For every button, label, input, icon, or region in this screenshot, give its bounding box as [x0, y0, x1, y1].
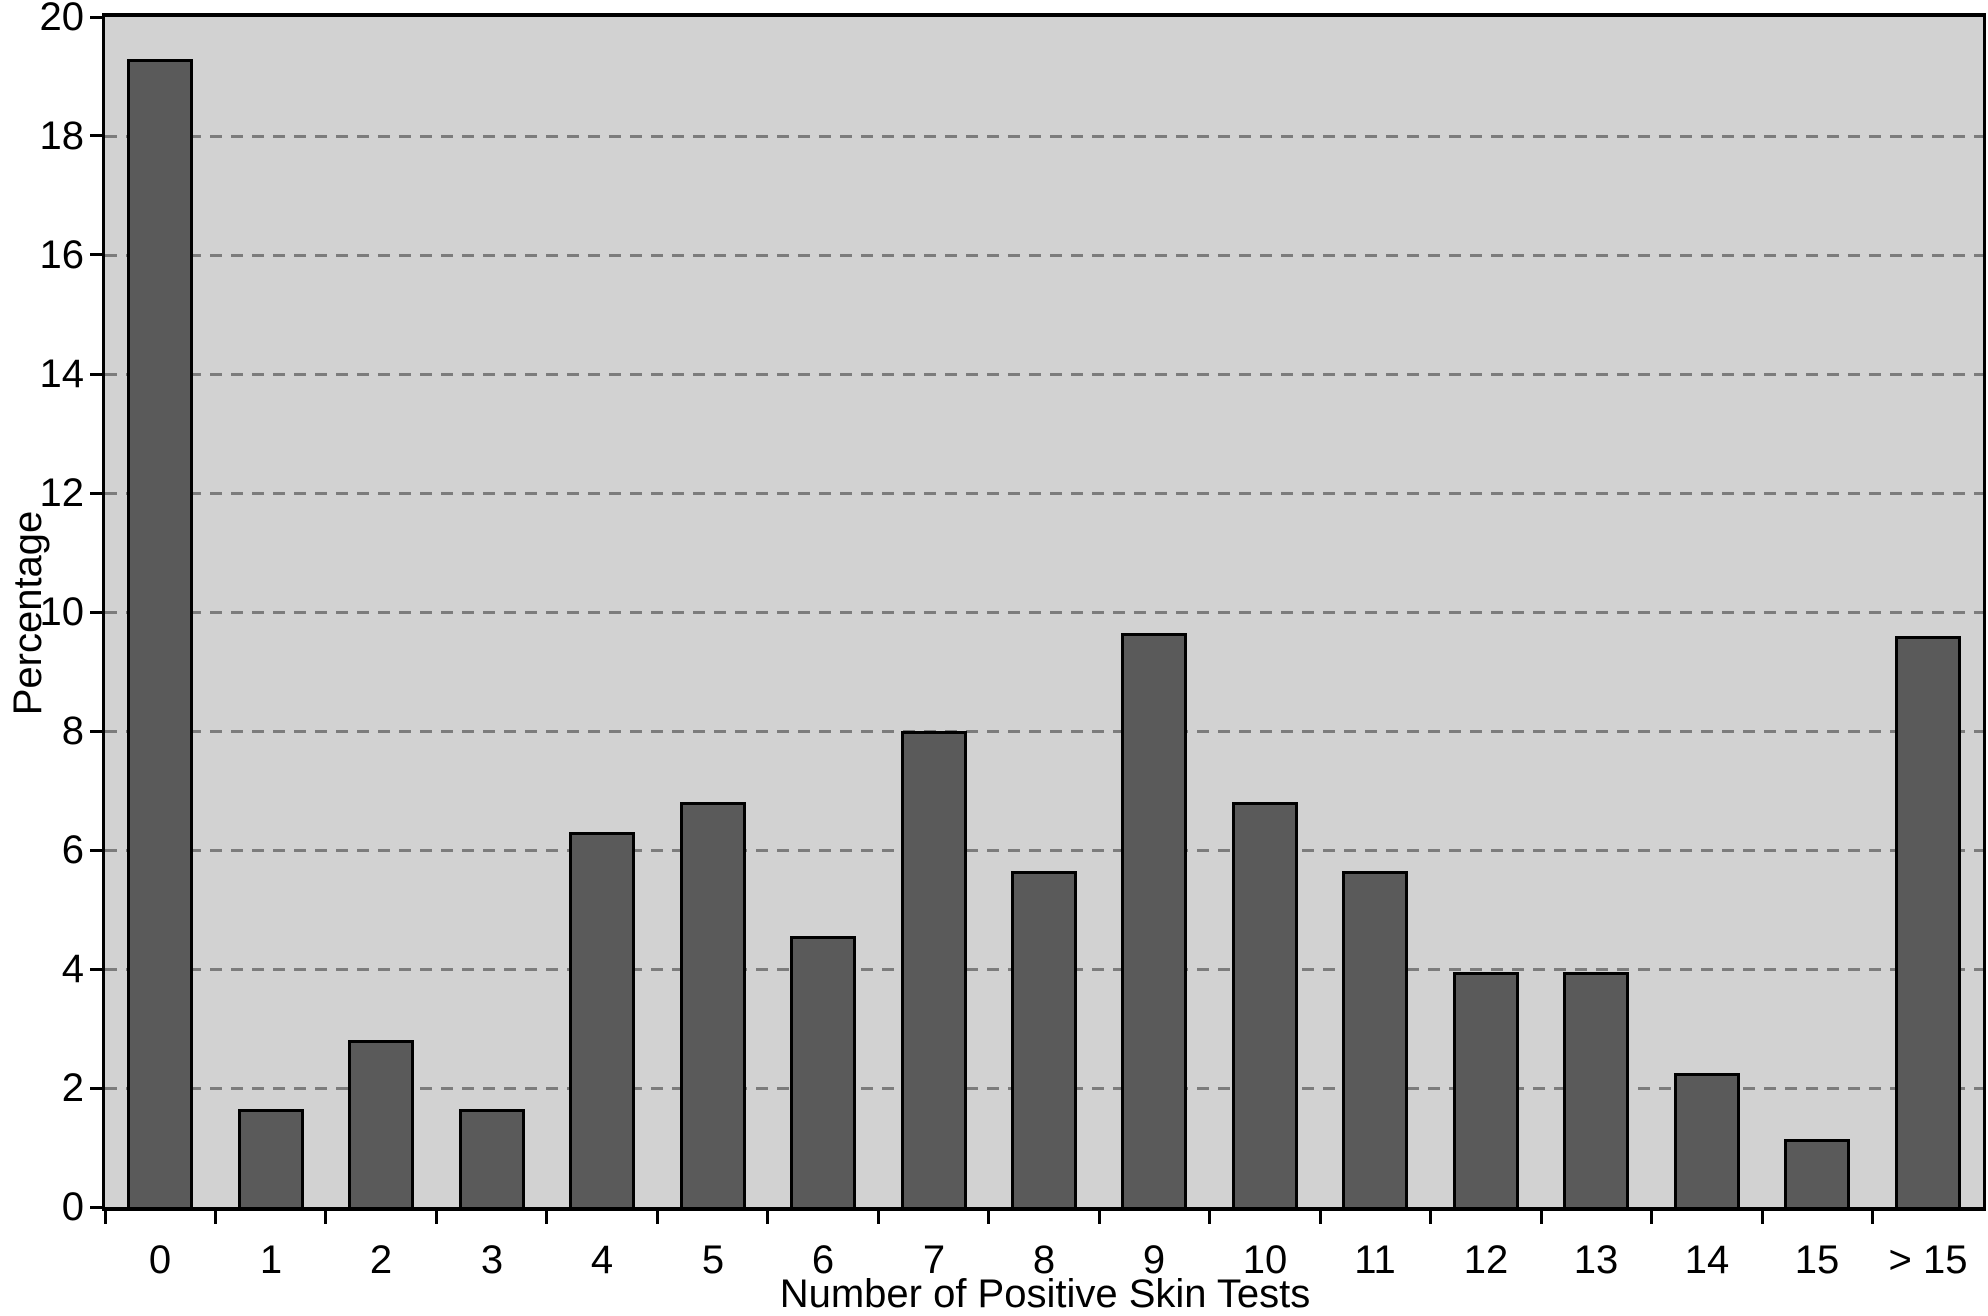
bar-3 — [459, 1109, 525, 1207]
y-tick-label-16: 16 — [39, 233, 85, 277]
y-axis-tick — [90, 373, 102, 376]
x-tick-label-14: 14 — [1684, 1238, 1730, 1282]
x-axis-tick — [435, 1211, 438, 1224]
x-axis-tick — [1098, 1211, 1101, 1224]
x-axis-tick — [1319, 1211, 1322, 1224]
x-tick-label->15: > 15 — [1888, 1238, 1968, 1282]
x-axis-tick — [766, 1211, 769, 1224]
y-axis-tick — [90, 968, 102, 971]
x-axis-tick — [214, 1211, 217, 1224]
bar-2 — [348, 1040, 414, 1207]
y-tick-label-2: 2 — [61, 1066, 84, 1110]
bar-0 — [127, 59, 193, 1207]
x-tick-label-9: 9 — [1142, 1238, 1166, 1282]
x-axis-tick — [987, 1211, 990, 1224]
y-axis-tick — [90, 730, 102, 733]
plot-area — [102, 13, 1986, 1211]
x-tick-label-2: 2 — [369, 1238, 393, 1282]
x-tick-label-11: 11 — [1354, 1238, 1396, 1282]
x-tick-label-7: 7 — [922, 1238, 946, 1282]
bar-13 — [1563, 972, 1629, 1207]
y-tick-label-12: 12 — [39, 471, 85, 515]
bar-7 — [901, 731, 967, 1207]
y-tick-label-0: 0 — [61, 1185, 84, 1229]
y-tick-label-20: 20 — [39, 0, 85, 39]
y-axis-tick — [90, 253, 102, 256]
y-axis-tick — [90, 849, 102, 852]
y-axis-tick — [90, 16, 102, 19]
x-tick-label-10: 10 — [1242, 1238, 1288, 1282]
gridline-8 — [105, 730, 1983, 733]
x-axis-tick — [656, 1211, 659, 1224]
x-tick-label-8: 8 — [1032, 1238, 1056, 1282]
bar-8 — [1011, 871, 1077, 1207]
bar->15 — [1895, 636, 1961, 1207]
x-axis-tick — [1761, 1211, 1764, 1224]
x-axis-tick — [1429, 1211, 1432, 1224]
bar-15 — [1784, 1139, 1850, 1207]
x-axis-tick — [545, 1211, 548, 1224]
y-axis-tick — [90, 492, 102, 495]
y-tick-label-14: 14 — [39, 352, 85, 396]
x-tick-label-12: 12 — [1463, 1238, 1509, 1282]
x-axis-tick — [1650, 1211, 1653, 1224]
y-tick-label-8: 8 — [61, 709, 84, 753]
x-axis-tick — [324, 1211, 327, 1224]
gridline-18 — [105, 135, 1983, 138]
bar-9 — [1121, 633, 1187, 1207]
bar-1 — [238, 1109, 304, 1207]
y-tick-label-10: 10 — [39, 590, 85, 634]
y-axis-tick — [90, 1087, 102, 1090]
x-tick-label-13: 13 — [1573, 1238, 1619, 1282]
y-tick-label-4: 4 — [61, 947, 84, 991]
x-tick-label-1: 1 — [259, 1238, 283, 1282]
bar-12 — [1453, 972, 1519, 1207]
bar-10 — [1232, 802, 1298, 1207]
x-axis-tick — [1540, 1211, 1543, 1224]
x-tick-label-15: 15 — [1794, 1238, 1840, 1282]
x-tick-label-4: 4 — [590, 1238, 614, 1282]
x-axis-tick — [1208, 1211, 1211, 1224]
x-axis-title: Number of Positive Skin Tests — [779, 1272, 1311, 1316]
gridline-16 — [105, 254, 1983, 257]
y-axis-tick — [90, 611, 102, 614]
bar-5 — [680, 802, 746, 1207]
bar-14 — [1674, 1073, 1740, 1207]
gridline-6 — [105, 849, 1983, 852]
y-tick-label-18: 18 — [39, 114, 85, 158]
x-tick-label-6: 6 — [811, 1238, 835, 1282]
x-axis-tick — [104, 1211, 107, 1224]
gridline-12 — [105, 492, 1983, 495]
bar-6 — [790, 936, 856, 1207]
x-tick-label-0: 0 — [148, 1238, 172, 1282]
y-axis-tick — [90, 1206, 102, 1209]
gridline-10 — [105, 611, 1983, 614]
x-axis-tick — [877, 1211, 880, 1224]
y-tick-label-6: 6 — [61, 828, 84, 872]
bar-4 — [569, 832, 635, 1207]
x-tick-label-3: 3 — [480, 1238, 504, 1282]
gridline-14 — [105, 373, 1983, 376]
x-axis-tick — [1871, 1211, 1874, 1224]
bar-11 — [1342, 871, 1408, 1207]
x-tick-label-5: 5 — [701, 1238, 725, 1282]
y-axis-tick — [90, 134, 102, 137]
